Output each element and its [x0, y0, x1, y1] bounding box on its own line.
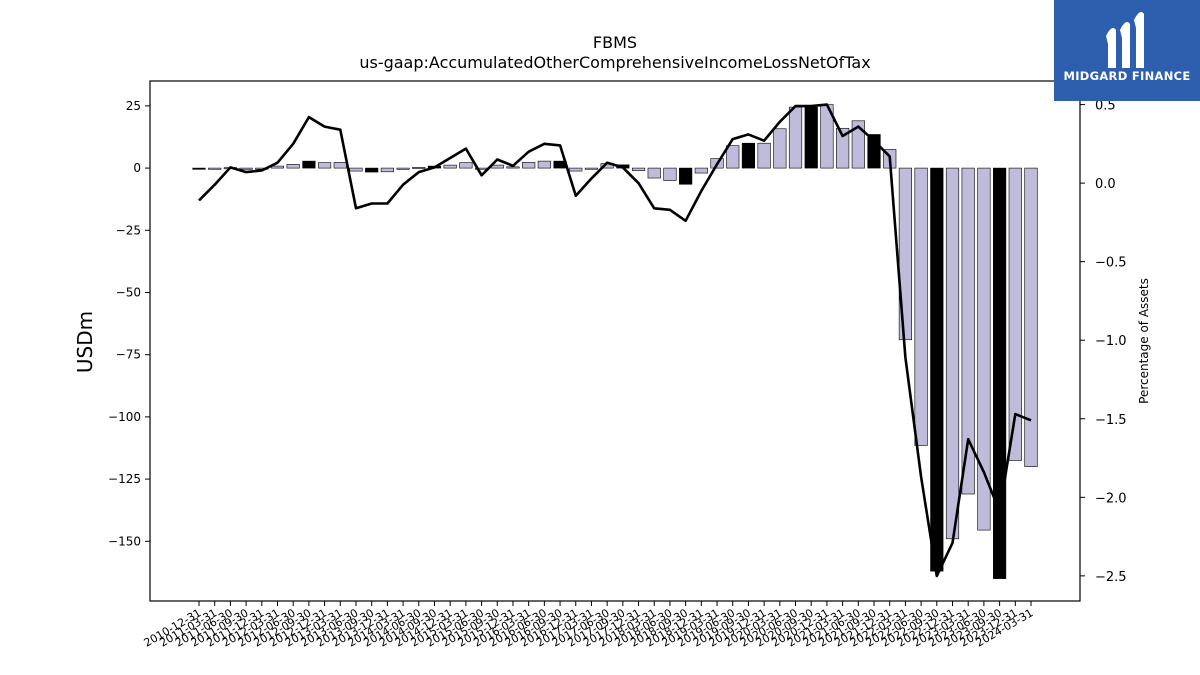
right-tick-label: −0.5	[1095, 256, 1127, 271]
bars-group	[192, 104, 1038, 579]
bar-2013-12-31	[380, 167, 394, 173]
bar-2020-09-30	[804, 106, 818, 169]
line-series-percentage-of-assets	[198, 103, 1032, 578]
bar-2023-09-30	[993, 167, 1007, 579]
left-axis-ticks: 25 0 −25 −50 −75 −100 −125 −150	[108, 99, 150, 548]
right-tick-label: 0.0	[1095, 177, 1116, 192]
bar-2013-06-30	[349, 167, 363, 172]
bar-2021-03-31	[836, 127, 850, 169]
bar-2018-03-31	[647, 167, 661, 179]
bar-2022-09-30	[930, 167, 944, 572]
chart-subtitle: us-gaap:AccumulatedOtherComprehensiveInc…	[359, 53, 870, 72]
right-tick-label: −1.0	[1095, 334, 1127, 349]
left-tick-label: 25	[126, 99, 141, 113]
bar-2014-12-31	[443, 164, 457, 169]
x-axis-ticks: 2010-12-312011-03-312011-06-302011-09-30…	[142, 601, 1036, 650]
bar-2022-12-31	[945, 167, 960, 540]
left-tick-label: −125	[108, 472, 141, 486]
line-group	[198, 103, 1032, 578]
right-tick-label: 0.5	[1095, 99, 1116, 114]
bar-2016-06-30	[537, 160, 551, 169]
bar-2023-03-31	[961, 167, 975, 495]
bar-2019-09-30	[741, 142, 756, 169]
left-tick-label: −150	[108, 534, 141, 548]
left-tick-label: −25	[116, 223, 141, 237]
logo-text: MIDGARD FINANCE	[1063, 69, 1191, 83]
bar-2019-06-30	[726, 145, 740, 169]
left-tick-label: −50	[116, 285, 141, 299]
bar-2013-03-31	[333, 162, 347, 169]
bar-2022-06-30	[914, 167, 928, 446]
bar-2012-12-31	[318, 162, 332, 169]
right-tick-label: −2.5	[1095, 570, 1127, 585]
bar-2017-03-31	[584, 167, 599, 170]
bar-2016-12-31	[569, 167, 583, 172]
plot-frame	[149, 80, 1081, 602]
bar-2023-06-30	[977, 167, 991, 531]
bar-2015-03-31	[459, 162, 473, 169]
bar-2016-03-31	[522, 162, 536, 169]
bar-2014-06-30	[412, 167, 426, 169]
bar-2022-03-31	[898, 167, 912, 341]
bar-2017-12-31	[631, 167, 646, 171]
bar-2021-06-30	[851, 120, 865, 169]
bar-2012-03-31	[270, 165, 285, 169]
bar-2020-03-31	[773, 128, 787, 169]
chart-title: FBMS	[593, 33, 637, 52]
bar-2020-06-30	[788, 106, 803, 169]
bar-2012-09-30	[302, 160, 316, 169]
bar-2013-09-30	[365, 167, 379, 173]
left-tick-label: 0	[133, 161, 141, 175]
midgard-finance-logo: MIDGARD FINANCE	[1054, 0, 1200, 101]
bar-2011-09-30	[239, 167, 253, 170]
bar-2019-12-31	[757, 142, 771, 169]
bar-2011-03-31	[208, 167, 222, 170]
right-axis-ticks: 0.5 0.0 −0.5 −1.0 −1.5 −2.0 −2.5	[1080, 99, 1127, 585]
left-tick-label: −100	[108, 410, 141, 424]
bar-2014-03-31	[396, 167, 410, 170]
bar-2010-12-31	[192, 167, 206, 170]
logo-mark-icon	[1106, 12, 1144, 68]
bar-2023-12-31	[1008, 167, 1022, 461]
bar-2018-12-31	[694, 167, 708, 174]
bar-2012-06-30	[286, 164, 300, 169]
left-tick-label: −75	[116, 348, 141, 362]
bar-2018-09-30	[679, 167, 693, 185]
right-tick-label: −2.0	[1095, 491, 1127, 506]
y-axis-label: USDm	[73, 311, 97, 373]
bar-2018-06-30	[663, 167, 677, 181]
bar-2024-03-31	[1024, 167, 1038, 467]
y2-axis-label: Percentage of Assets	[1137, 278, 1151, 404]
right-tick-label: −1.5	[1095, 413, 1127, 428]
